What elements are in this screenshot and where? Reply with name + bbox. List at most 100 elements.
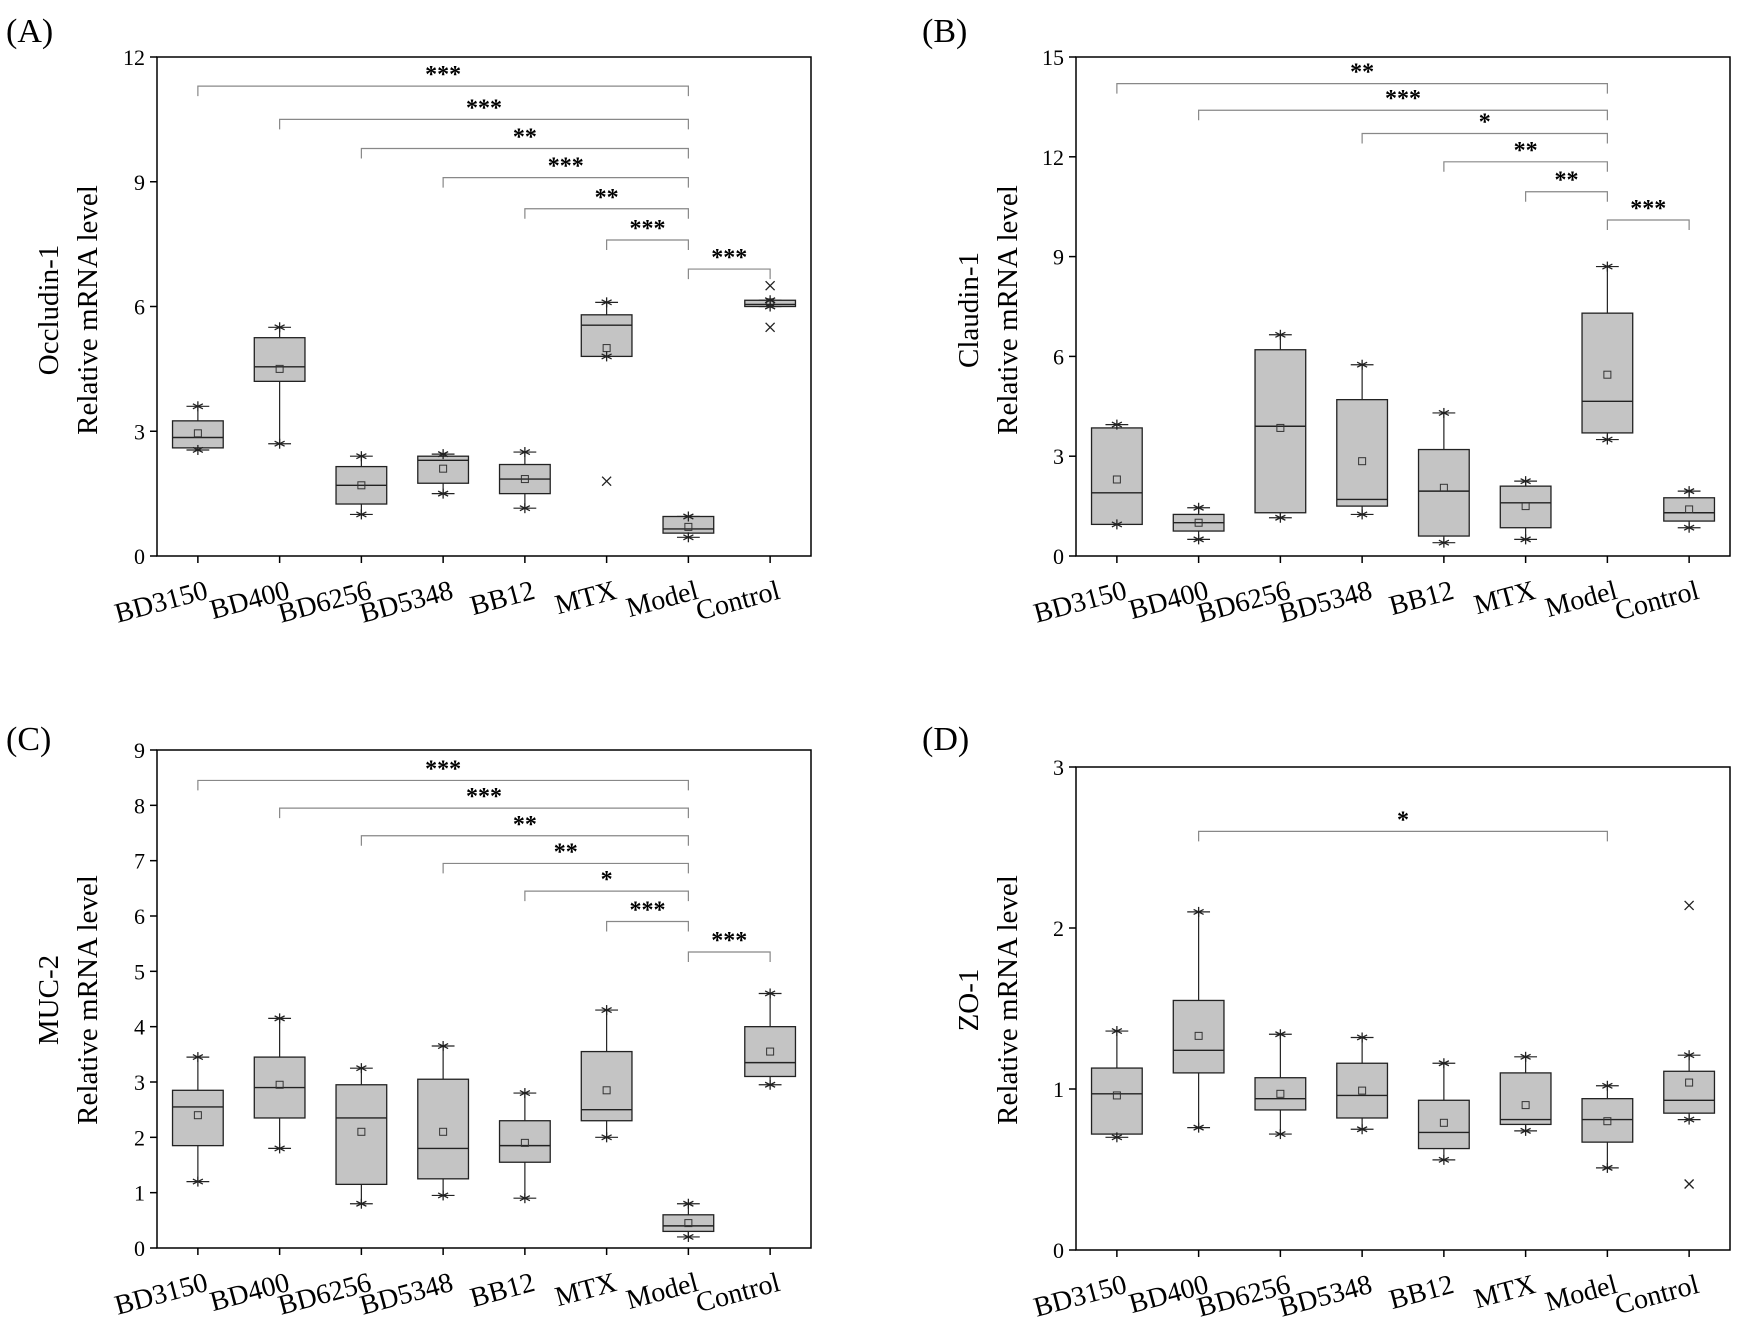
outlier-marker [765, 322, 776, 333]
mean-marker [1439, 483, 1448, 492]
significance-label: *** [466, 95, 502, 121]
box-bd3150 [1090, 419, 1143, 530]
min-marker [1438, 537, 1450, 548]
box-model [662, 511, 715, 543]
min-marker [1356, 509, 1368, 520]
box-bd3150 [171, 401, 224, 455]
panel-d: (D) ZO-1 Relative mRNA level 0 1 2 3 BD3150 B… [922, 721, 1731, 1322]
bracket-line [687, 951, 771, 962]
y-tick-label: 6 [134, 295, 145, 320]
outlier-marker [1684, 1179, 1695, 1189]
significance-label: *** [630, 898, 666, 924]
mean-marker [520, 475, 529, 484]
bracket-line [1443, 161, 1608, 172]
box-bd6256 [1254, 329, 1307, 523]
panel-a: (A) Occludin-1 Relative mRNA level 0 3 6 9 1… [6, 13, 812, 630]
mean-marker [684, 1219, 693, 1228]
y-tick-label: 0 [134, 544, 145, 569]
max-marker [1193, 502, 1204, 513]
box-bd400 [253, 322, 306, 449]
y-tick-label: 6 [1053, 344, 1064, 369]
significance-bracket: *** [687, 245, 771, 280]
significance-bracket: ** [524, 185, 689, 219]
box-bb12 [498, 447, 551, 514]
max-marker [519, 447, 531, 458]
bracket-line [442, 176, 689, 188]
max-marker [1683, 486, 1695, 497]
max-marker [1275, 329, 1286, 340]
iqr-box [1336, 1062, 1389, 1119]
min-marker [274, 438, 285, 449]
y-axis-title: ZO-1 [953, 969, 985, 1032]
significance-bracket: *** [279, 95, 689, 130]
box-mtx [1499, 476, 1552, 545]
significance-label: ** [1514, 138, 1538, 164]
mean-marker [193, 1111, 202, 1120]
significance-bracket: ** [1116, 60, 1608, 94]
mean-marker [1112, 475, 1121, 484]
outlier-marker [765, 280, 776, 291]
max-marker [192, 401, 204, 412]
iqr-box [580, 314, 633, 358]
box-bd400 [1172, 502, 1225, 545]
significance-label: ** [1555, 168, 1579, 194]
x-tick-label: BB12 [1386, 575, 1457, 622]
iqr-box [1090, 1067, 1143, 1135]
box-bd400 [1172, 906, 1225, 1133]
y-axis-title: MUC-2 [33, 955, 65, 1045]
plot-frame [156, 749, 812, 1249]
x-tick-label: BD5348 [1276, 1269, 1376, 1322]
box-bb12 [1417, 407, 1470, 548]
significance-bracket: *** [606, 216, 689, 250]
x-tick-label: Control [693, 1267, 784, 1319]
significance-bracket: *** [197, 756, 689, 791]
y-tick-label: 4 [134, 1015, 145, 1040]
min-marker [764, 301, 776, 312]
iqr-box [1499, 1072, 1552, 1126]
y-axis-label: Relative mRNA level [992, 185, 1024, 435]
x-tick-label: BD3150 [111, 1267, 211, 1322]
mean-marker [357, 1127, 366, 1136]
box-bd6256 [335, 451, 388, 520]
y-axis-label: Relative mRNA level [72, 185, 104, 435]
box-bd3150 [1090, 1026, 1143, 1143]
x-tick-label: BB12 [1386, 1269, 1457, 1316]
iqr-box [498, 1120, 551, 1163]
max-marker [1193, 906, 1204, 917]
y-axis-title: Claudin-1 [953, 252, 985, 368]
bracket-line [442, 862, 689, 874]
min-marker [1602, 434, 1613, 445]
max-marker [1356, 359, 1368, 370]
significance-bracket: *** [442, 154, 689, 188]
min-marker [1602, 1162, 1613, 1173]
max-marker [519, 1088, 531, 1099]
x-tick-label: BD3150 [1030, 1269, 1130, 1322]
min-marker [1111, 519, 1123, 530]
iqr-box [1663, 1070, 1716, 1114]
mean-marker [439, 1127, 448, 1136]
min-marker [1193, 534, 1204, 545]
max-marker [274, 1013, 285, 1024]
max-marker [1520, 1051, 1531, 1062]
y-tick-label: 9 [1053, 245, 1064, 270]
mean-marker [1276, 423, 1285, 432]
box-mtx [1499, 1051, 1552, 1136]
significance-bracket: *** [197, 62, 689, 97]
max-marker [1275, 1029, 1286, 1040]
mean-marker [275, 1080, 284, 1089]
x-tick-label: Model [1542, 1269, 1621, 1318]
mean-marker [1685, 1078, 1694, 1087]
max-marker [764, 988, 776, 999]
y-tick-label: 15 [1042, 45, 1064, 70]
min-marker [192, 1176, 204, 1187]
box-bd6256 [335, 1063, 388, 1209]
max-marker [683, 1198, 694, 1209]
bracket-line [360, 147, 689, 159]
min-marker [1356, 1124, 1368, 1135]
box-bd3150 [171, 1052, 224, 1187]
x-tick-label: BB12 [467, 575, 538, 622]
significance-label: ** [595, 185, 619, 211]
max-marker [601, 297, 612, 308]
max-marker [1111, 1026, 1123, 1037]
significance-bracket: *** [1198, 86, 1608, 121]
